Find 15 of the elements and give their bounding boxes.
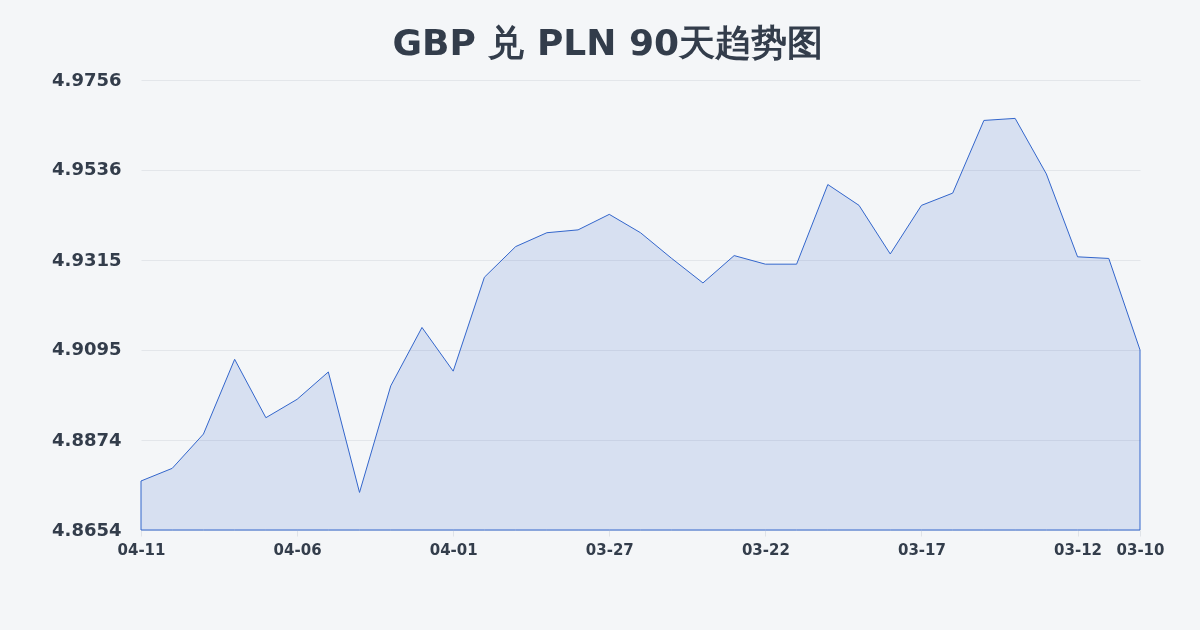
x-tick-label: 03-27 [585,540,634,559]
y-tick-label: 4.8874 [52,428,122,450]
x-tick-label: 04-06 [273,540,322,559]
y-tick-label: 4.9095 [52,338,122,360]
y-tick-label: 4.9315 [52,248,122,270]
x-tick-label: 03-10 [1116,540,1165,559]
x-tick-label: 03-22 [741,540,790,559]
x-tick-label: 03-12 [1054,540,1103,559]
x-tick-label: 04-01 [429,540,478,559]
x-tick-label: 03-17 [897,540,946,559]
y-tick-label: 4.9756 [52,68,122,90]
chart-title: GBP 兑 PLN 90天趋势图 [392,22,824,63]
x-tick-label: 04-11 [117,540,166,559]
y-tick-label: 4.8654 [52,518,122,540]
y-tick-label: 4.9536 [52,158,122,180]
